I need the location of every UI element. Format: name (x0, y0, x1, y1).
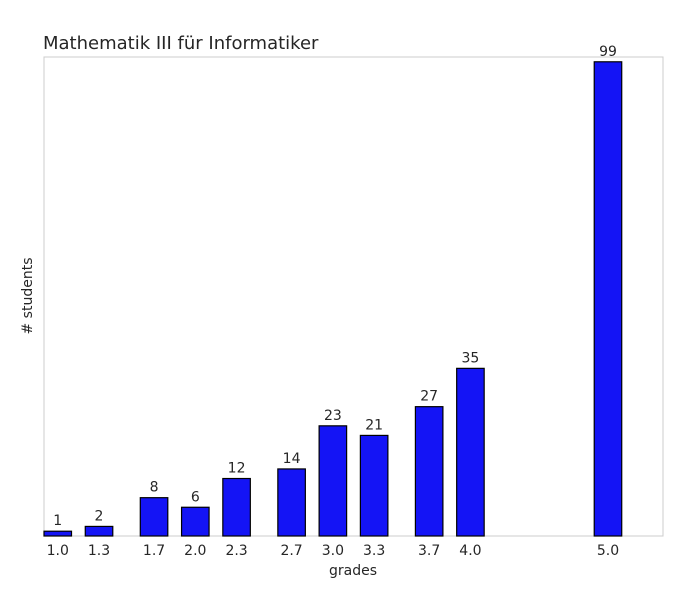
x-tick-labels-group: 1.0 1.3 1.7 2.0 2.3 2.7 3.0 3.3 3.7 4.0 5.0 (47, 543, 619, 559)
x-tick-label-2.7: 2.7 (280, 543, 302, 559)
data-label-3.3: 21 (365, 417, 383, 433)
bar-2.0 (180, 506, 210, 537)
plot-area-frame (43, 56, 664, 537)
x-tick-label-3.7: 3.7 (418, 543, 440, 559)
data-label-1.0: 1 (53, 513, 62, 529)
x-tick-label-3.3: 3.3 (363, 543, 385, 559)
x-axis-label: grades (329, 563, 377, 579)
bar-5.0 (593, 61, 623, 537)
bar-1.3 (84, 525, 114, 537)
x-tick-label-1.7: 1.7 (143, 543, 165, 559)
data-label-1.7: 8 (150, 480, 159, 496)
chart-title: Mathematik III für Informatiker (43, 33, 319, 54)
bars-group (43, 61, 623, 537)
y-axis-label: # students (20, 258, 36, 335)
bar-1.7 (139, 497, 169, 537)
bar-3.3 (359, 434, 389, 537)
x-tick-label-2.0: 2.0 (184, 543, 206, 559)
data-label-3.0: 23 (324, 408, 342, 424)
bar-2.7 (277, 468, 306, 537)
x-tick-label-1.3: 1.3 (88, 543, 110, 559)
x-tick-label-5.0: 5.0 (597, 543, 619, 559)
bar-4.0 (456, 367, 485, 537)
x-tick-label-4.0: 4.0 (459, 543, 481, 559)
data-label-5.0: 99 (599, 44, 617, 60)
x-tick-label-3.0: 3.0 (322, 543, 344, 559)
bar-3.0 (318, 425, 348, 537)
x-tick-label-1.0: 1.0 (47, 543, 69, 559)
bar-3.7 (414, 406, 444, 537)
data-label-2.0: 6 (191, 489, 200, 505)
data-label-3.7: 27 (420, 389, 438, 405)
bar-2.3 (222, 477, 251, 537)
data-label-2.7: 14 (283, 451, 301, 467)
bar-1.0 (43, 530, 73, 537)
data-label-1.3: 2 (95, 508, 104, 524)
x-tick-label-2.3: 2.3 (225, 543, 247, 559)
data-label-2.3: 12 (228, 461, 246, 477)
data-label-4.0: 35 (462, 350, 480, 366)
